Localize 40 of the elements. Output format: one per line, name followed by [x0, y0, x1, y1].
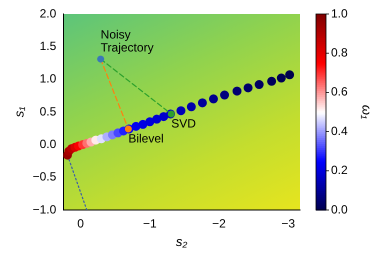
point [285, 70, 294, 80]
point [186, 102, 196, 112]
point [159, 112, 168, 122]
point [232, 86, 242, 96]
x-axis-title: s₂ [176, 234, 188, 249]
point [254, 80, 264, 90]
series-label: Noisy Trajectory [100, 27, 154, 54]
point [131, 122, 140, 131]
y-tick-label: −1.0 [32, 202, 57, 216]
point [176, 106, 186, 116]
y-axis-title: s₁ [11, 106, 26, 118]
series-label: SVD [171, 116, 196, 130]
point [208, 94, 218, 104]
color-bar-label: 0.4 [331, 124, 348, 138]
point [138, 120, 148, 129]
color-bar-label: 1.0 [331, 6, 348, 20]
point [276, 74, 286, 83]
point [267, 76, 276, 86]
y-tick-label: 0.5 [40, 104, 57, 118]
point [152, 114, 162, 124]
y-tick-label: 1.5 [40, 38, 57, 53]
point [244, 83, 253, 92]
color-bar-label: 0.2 [331, 163, 348, 178]
point [145, 117, 154, 126]
y-tick-label: 2.0 [40, 6, 57, 20]
color-bar-title: ω₁ [359, 104, 374, 120]
x-tick-label: −3 [281, 216, 296, 231]
point [220, 90, 230, 100]
point [198, 98, 207, 108]
y-tick-label: −0.5 [32, 170, 57, 184]
x-tick-label: 0 [77, 216, 84, 231]
x-tick-label: −1 [142, 216, 157, 231]
color-bar-label: 0.6 [331, 84, 348, 99]
x-tick-label: −2 [212, 216, 226, 231]
color-bar-label: 0.0 [331, 202, 348, 216]
y-tick-label: 1.0 [40, 72, 57, 86]
point [97, 56, 104, 63]
series-label: Bilevel [128, 131, 164, 146]
color-bar-label: 0.8 [331, 46, 348, 60]
y-tick-label: 0.0 [40, 136, 57, 151]
